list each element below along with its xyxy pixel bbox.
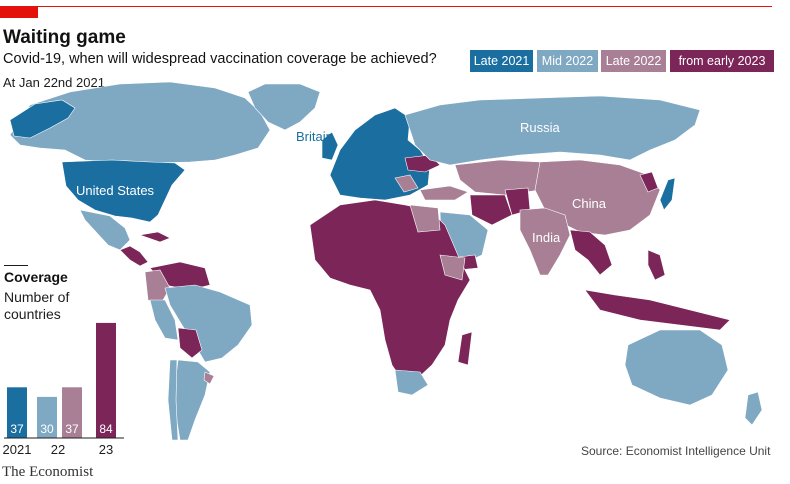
region-canada bbox=[9, 81, 271, 164]
coverage-value-label: 37 bbox=[10, 422, 24, 436]
coverage-subtitle: Number of countries bbox=[4, 289, 70, 322]
world-map: Britain Russia United States China India bbox=[9, 81, 763, 441]
region-iran bbox=[469, 194, 513, 226]
date-line: At Jan 22nd 2021 bbox=[3, 75, 105, 90]
region-central-america bbox=[119, 245, 149, 267]
coverage-category-label: 2021 bbox=[3, 442, 32, 457]
label-united-states: United States bbox=[76, 183, 155, 198]
coverage-bar-late-2021 bbox=[7, 387, 27, 438]
coverage-bar-mid-2022 bbox=[37, 396, 57, 438]
region-brazil bbox=[164, 284, 253, 363]
coverage-category-label: 22 bbox=[51, 442, 65, 457]
region-new-zealand bbox=[744, 391, 763, 426]
region-mongolia-korea bbox=[639, 171, 659, 193]
region-se-asia bbox=[569, 229, 613, 276]
label-russia: Russia bbox=[520, 120, 561, 135]
label-india: India bbox=[532, 230, 561, 245]
source-note: Source: Economist Intelligence Unit bbox=[581, 444, 771, 458]
economist-logo: The Economist bbox=[2, 464, 94, 480]
coverage-bar-from-early-2023 bbox=[96, 322, 116, 438]
region-greenland bbox=[247, 83, 321, 131]
region-india bbox=[519, 207, 571, 276]
brand-tag bbox=[0, 6, 38, 18]
region-ethiopia bbox=[439, 254, 466, 281]
top-rule bbox=[0, 6, 772, 7]
region-chile bbox=[167, 359, 179, 441]
region-australia bbox=[624, 329, 729, 406]
coverage-rule bbox=[4, 265, 28, 266]
region-south-africa bbox=[394, 369, 429, 396]
region-uruguay bbox=[203, 371, 215, 385]
legend-mid-2022: Mid 2022 bbox=[537, 50, 598, 72]
label-china: China bbox=[572, 196, 607, 211]
chart-subtitle: Covid-19, when will widespread vaccinati… bbox=[3, 51, 437, 67]
coverage-category-label: 23 bbox=[99, 442, 113, 457]
coverage-bar-late-2022 bbox=[62, 387, 82, 438]
region-bolivia bbox=[177, 327, 203, 359]
region-turkey bbox=[419, 185, 469, 201]
region-caribbean bbox=[139, 231, 171, 243]
region-indonesia bbox=[584, 289, 731, 331]
region-peru bbox=[149, 299, 179, 341]
region-philippines bbox=[647, 249, 666, 281]
coverage-value-label: 30 bbox=[40, 422, 54, 436]
region-madagascar bbox=[457, 331, 473, 366]
legend-from-early-2023: from early 2023 bbox=[670, 50, 774, 72]
legend-late-2021: Late 2021 bbox=[470, 50, 533, 72]
coverage-title: Coverage bbox=[4, 269, 68, 285]
region-colombia bbox=[144, 269, 171, 306]
region-egypt bbox=[409, 204, 441, 233]
region-japan bbox=[659, 177, 676, 211]
region-russia bbox=[404, 95, 701, 166]
region-britain bbox=[321, 131, 339, 161]
region-balkans bbox=[394, 174, 419, 193]
chart-title: Waiting game bbox=[3, 27, 126, 48]
label-britain: Britain bbox=[296, 129, 333, 144]
coverage-value-label: 84 bbox=[99, 422, 113, 436]
region-alaska bbox=[9, 99, 76, 139]
region-united-states bbox=[61, 159, 186, 223]
coverage-value-label: 37 bbox=[65, 422, 79, 436]
legend-late-2022: Late 2022 bbox=[601, 50, 666, 72]
